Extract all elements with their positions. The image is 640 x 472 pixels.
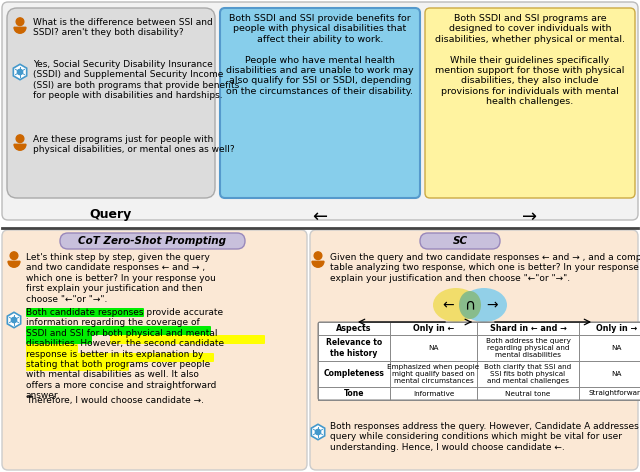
Text: Both SSDI and SSI programs are
designed to cover individuals with
disabilities, : Both SSDI and SSI programs are designed … (435, 14, 625, 106)
FancyBboxPatch shape (318, 322, 640, 400)
Wedge shape (312, 261, 324, 267)
FancyBboxPatch shape (26, 344, 78, 353)
Polygon shape (13, 64, 27, 80)
Wedge shape (14, 144, 26, 150)
Circle shape (316, 430, 321, 435)
FancyBboxPatch shape (26, 353, 214, 362)
Text: Relevance to
the history: Relevance to the history (326, 338, 382, 358)
FancyBboxPatch shape (26, 308, 144, 317)
FancyBboxPatch shape (310, 230, 638, 470)
Text: Emphasized when people
might qualify based on
mental circumstances: Emphasized when people might qualify bas… (387, 364, 479, 384)
Circle shape (12, 317, 17, 323)
Circle shape (17, 69, 22, 75)
FancyBboxPatch shape (220, 8, 420, 198)
FancyBboxPatch shape (420, 233, 500, 249)
FancyBboxPatch shape (7, 8, 215, 198)
Circle shape (16, 18, 24, 25)
Text: Both responses address the query. However, Candidate A addresses the
query while: Both responses address the query. Howeve… (330, 422, 640, 452)
Circle shape (314, 252, 322, 260)
Text: ←: ← (312, 208, 328, 226)
Polygon shape (311, 424, 324, 440)
Text: Query: Query (90, 208, 132, 221)
Text: ∩: ∩ (465, 297, 476, 312)
Wedge shape (8, 261, 20, 267)
Text: Therefore, I would choose candidate →.: Therefore, I would choose candidate →. (26, 396, 204, 405)
Text: What is the difference between SSI and
SSDI? aren't they both disability?: What is the difference between SSI and S… (33, 18, 212, 37)
Text: Are these programs just for people with
physical disabilities, or mental ones as: Are these programs just for people with … (33, 135, 235, 154)
Text: SC: SC (452, 236, 468, 246)
FancyBboxPatch shape (26, 335, 92, 344)
FancyBboxPatch shape (60, 233, 245, 249)
Text: Neutral tone: Neutral tone (506, 390, 550, 396)
Text: →: → (522, 208, 538, 226)
FancyBboxPatch shape (26, 326, 211, 335)
Text: →: → (486, 298, 498, 312)
FancyBboxPatch shape (110, 335, 265, 344)
FancyBboxPatch shape (425, 8, 635, 198)
Circle shape (10, 252, 18, 260)
Ellipse shape (433, 288, 479, 322)
Text: Both clarify that SSI and
SSI fits both physical
and mental challenges: Both clarify that SSI and SSI fits both … (484, 364, 572, 384)
Text: Shard in ← and →: Shard in ← and → (490, 324, 566, 333)
Text: Both candidate responses provide accurate
information regarding the coverage of
: Both candidate responses provide accurat… (26, 308, 224, 400)
Text: Completeness: Completeness (324, 370, 385, 379)
Text: Tone: Tone (344, 389, 364, 398)
Text: Yes, Social Security Disability Insurance
(SSDI) and Supplemental Security Incom: Yes, Social Security Disability Insuranc… (33, 60, 239, 100)
Text: Only in ←: Only in ← (413, 324, 454, 333)
Text: NA: NA (428, 345, 439, 351)
Ellipse shape (459, 291, 481, 319)
Ellipse shape (461, 288, 507, 322)
Text: Only in →: Only in → (596, 324, 637, 333)
Wedge shape (14, 27, 26, 33)
FancyBboxPatch shape (26, 362, 129, 371)
Text: Aspects: Aspects (336, 324, 372, 333)
Polygon shape (7, 312, 20, 328)
Text: Both SSDI and SSI provide benefits for
people with physical disabilities that
af: Both SSDI and SSI provide benefits for p… (226, 14, 414, 96)
Text: ←: ← (442, 298, 454, 312)
Text: Given the query and two candidate responses ← and → , and a comparison
table ana: Given the query and two candidate respon… (330, 253, 640, 283)
Text: Straightforward: Straightforward (588, 390, 640, 396)
FancyBboxPatch shape (2, 2, 638, 220)
Circle shape (16, 135, 24, 143)
Text: NA: NA (611, 345, 621, 351)
Text: Both address the query
regarding physical and
mental disabilities: Both address the query regarding physica… (486, 338, 570, 358)
Text: Let's think step by step, given the query
and two candidate responses ← and → ,
: Let's think step by step, given the quer… (26, 253, 216, 303)
Text: CoT Zero-Shot Prompting: CoT Zero-Shot Prompting (78, 236, 226, 246)
FancyBboxPatch shape (2, 230, 307, 470)
Text: NA: NA (611, 371, 621, 377)
Text: Informative: Informative (413, 390, 454, 396)
